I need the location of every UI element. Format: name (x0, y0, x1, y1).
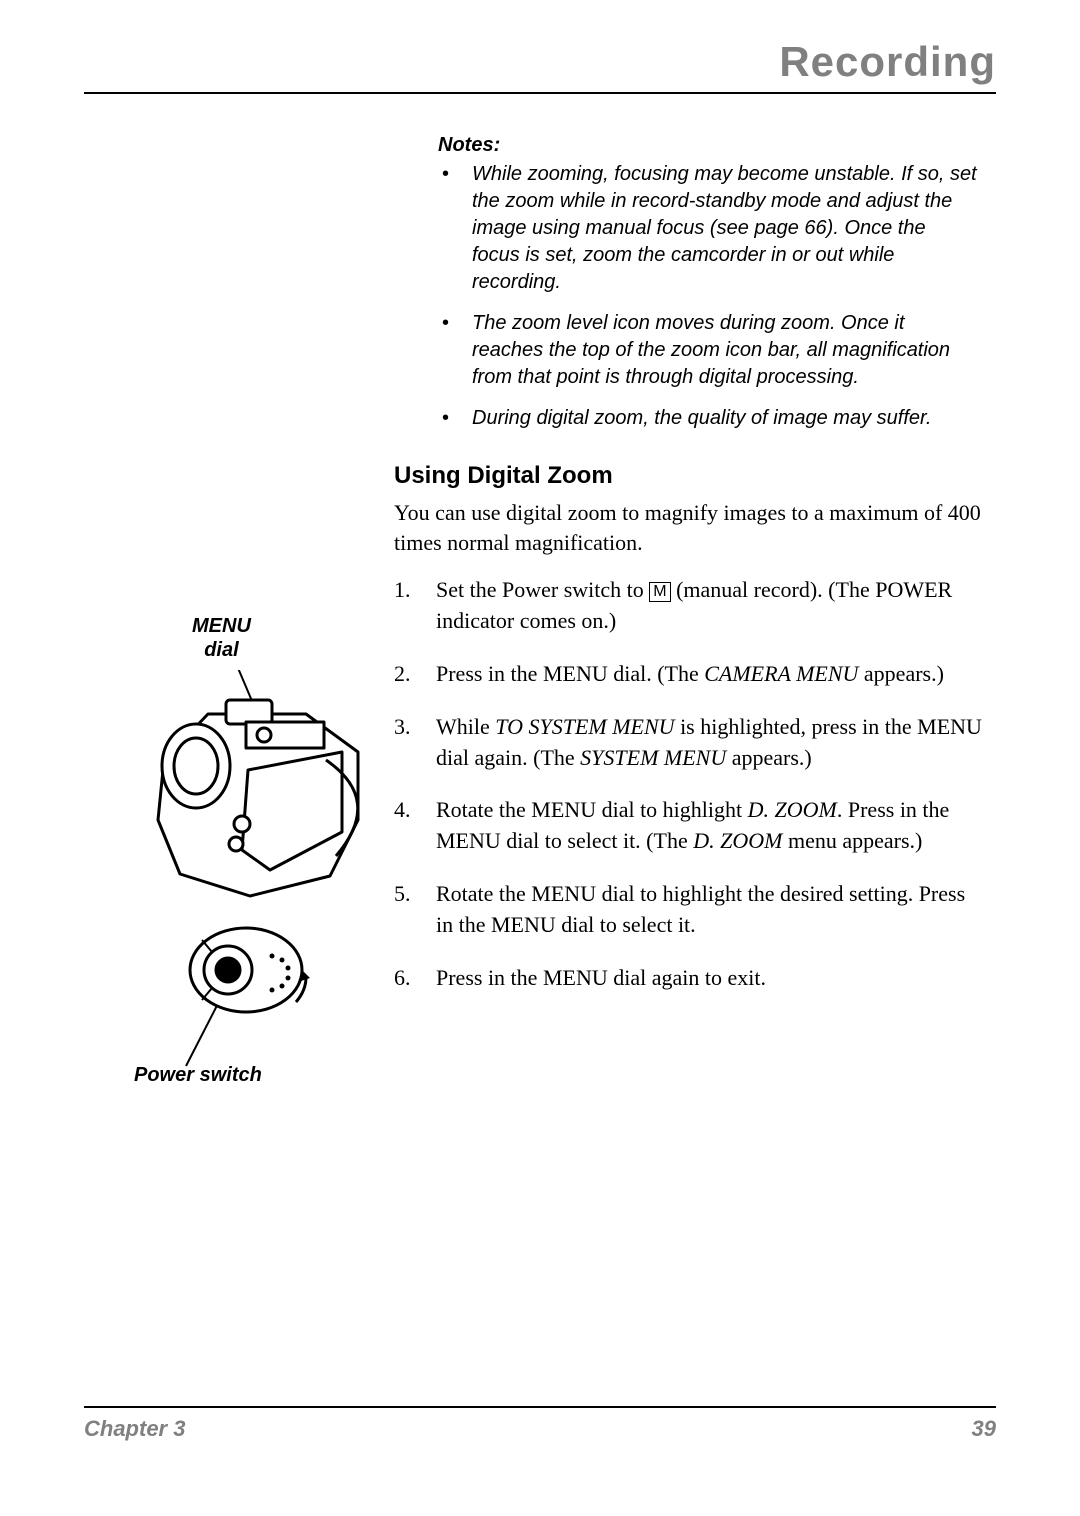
step-text-italic: CAMERA MENU (704, 661, 858, 686)
step-text-italic: D. ZOOM (693, 828, 782, 853)
step-text: Press in the MENU dial. (The (436, 661, 704, 686)
note-item: The zoom level icon moves during zoom. O… (438, 310, 978, 391)
steps-list: Set the Power switch to M (manual record… (394, 575, 984, 993)
footer-chapter: Chapter 3 (84, 1416, 185, 1442)
page-header-title: Recording (84, 38, 996, 86)
step-text: While (436, 714, 495, 739)
header-rule (84, 92, 996, 94)
label-line: dial (204, 639, 238, 661)
note-item: During digital zoom, the quality of imag… (438, 405, 978, 432)
step-item: Press in the MENU dial. (The CAMERA MENU… (394, 659, 984, 690)
note-item: While zooming, focusing may become unsta… (438, 161, 978, 296)
step-item: Set the Power switch to M (manual record… (394, 575, 984, 637)
page-footer: Chapter 3 39 (84, 1406, 996, 1442)
label-line: MENU (192, 615, 251, 637)
step-text-italic: SYSTEM MENU (580, 745, 726, 770)
step-text: appears.) (858, 661, 944, 686)
manual-record-glyph: M (649, 582, 670, 602)
notes-section: Notes: While zooming, focusing may becom… (438, 134, 978, 432)
section-heading: Using Digital Zoom (394, 462, 984, 490)
notes-list: While zooming, focusing may become unsta… (438, 161, 978, 432)
menu-dial-label: MENU dial (192, 614, 251, 662)
step-item: While TO SYSTEM MENU is highlighted, pre… (394, 712, 984, 774)
step-text-italic: D. ZOOM (748, 797, 837, 822)
power-switch-label: Power switch (134, 1064, 262, 1087)
step-item: Press in the MENU dial again to exit. (394, 963, 984, 994)
step-item: Rotate the MENU dial to highlight D. ZOO… (394, 795, 984, 857)
section-intro: You can use digital zoom to magnify imag… (394, 498, 984, 557)
camcorder-illustration (130, 670, 390, 1070)
footer-rule (84, 1406, 996, 1408)
step-text-italic: TO SYSTEM MENU (495, 714, 674, 739)
step-text: appears.) (726, 745, 812, 770)
step-text: Rotate the MENU dial to highlight (436, 797, 748, 822)
notes-label: Notes: (438, 134, 978, 157)
step-text: menu appears.) (782, 828, 922, 853)
digital-zoom-section: Using Digital Zoom You can use digital z… (394, 462, 984, 993)
footer-page-number: 39 (972, 1416, 996, 1442)
step-text: Set the Power switch to (436, 577, 649, 602)
step-item: Rotate the MENU dial to highlight the de… (394, 879, 984, 941)
